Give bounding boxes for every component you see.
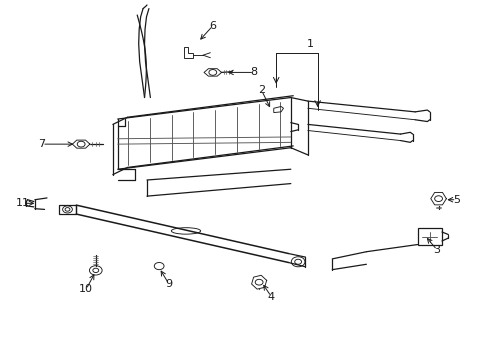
- Polygon shape: [430, 193, 446, 205]
- Text: 4: 4: [267, 292, 274, 302]
- Polygon shape: [72, 140, 90, 148]
- Text: 5: 5: [452, 195, 459, 205]
- Text: 1: 1: [306, 39, 313, 49]
- Text: 9: 9: [165, 279, 172, 289]
- Text: 6: 6: [209, 21, 216, 31]
- Polygon shape: [251, 275, 266, 289]
- Text: 2: 2: [258, 85, 264, 95]
- Polygon shape: [203, 69, 221, 76]
- Text: 3: 3: [433, 245, 440, 255]
- Text: 10: 10: [79, 284, 93, 294]
- Text: 11: 11: [16, 198, 30, 208]
- Text: 8: 8: [250, 67, 257, 77]
- Text: 7: 7: [39, 139, 45, 149]
